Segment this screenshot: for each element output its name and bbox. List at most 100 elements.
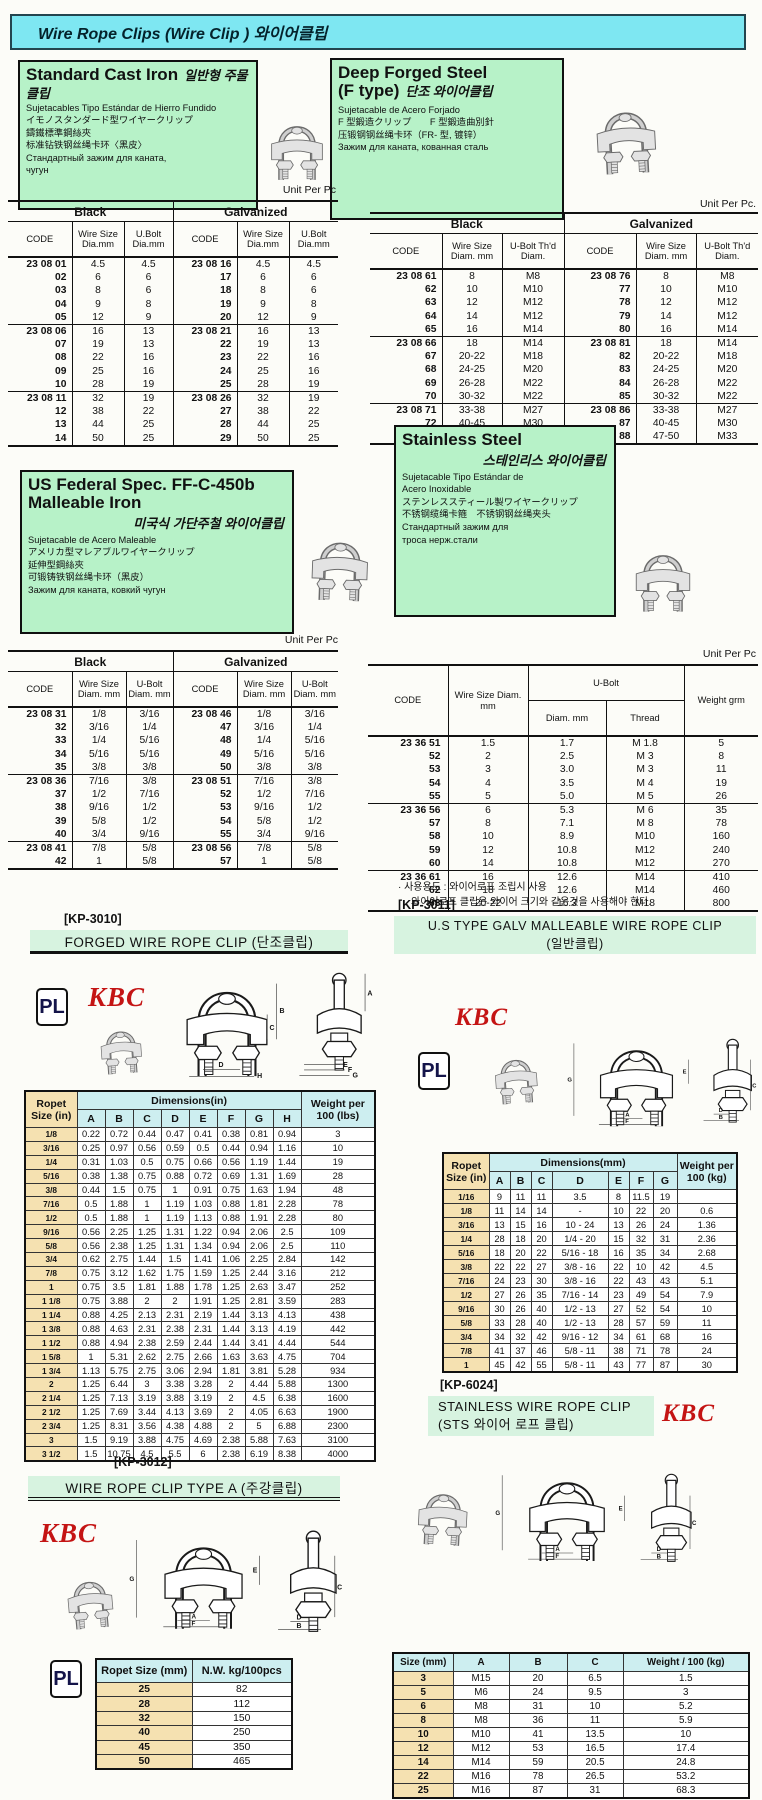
svg-text:D: D bbox=[657, 1547, 662, 1553]
table-cell: 55 bbox=[429, 790, 441, 802]
kp3010-label: [KP-3010] bbox=[64, 912, 122, 926]
table-row: 1 1/8 0.75 3.88 2 2 1.91 1.25 2.81 3.59 283 bbox=[24, 1293, 376, 1309]
table-row: 23 36 61 16 12.6 M14 410 bbox=[368, 869, 758, 885]
table-cell: 10.8 bbox=[527, 856, 606, 871]
table-row: 7/16 0.5 1.88 1 1.19 1.03 0.88 1.81 2.28 78 bbox=[24, 1196, 376, 1212]
table-cell: M12 bbox=[695, 296, 759, 310]
table-cell: 28 bbox=[300, 1168, 376, 1184]
table-cell: 8 bbox=[123, 297, 174, 311]
table-cell: 40-45 bbox=[635, 417, 697, 431]
table-cell: 0.25 bbox=[76, 1140, 106, 1156]
table-cell: 30 bbox=[676, 1357, 738, 1373]
table-cell: 54 bbox=[172, 814, 238, 828]
table-cell: 78 bbox=[508, 1769, 568, 1784]
table-cell: 1 bbox=[132, 1210, 162, 1226]
table-row: 62 10 M10 77 10 M10 bbox=[370, 283, 759, 297]
table-cell: 4.94 bbox=[104, 1335, 134, 1351]
table-cell: 3.59 bbox=[272, 1293, 302, 1309]
table-cell: 28 bbox=[172, 418, 238, 432]
table-cell: 2300 bbox=[300, 1418, 376, 1434]
svg-text:C: C bbox=[692, 1521, 697, 1527]
table-cell: 24-25 bbox=[635, 363, 697, 377]
table-cell: 0.88 bbox=[160, 1168, 190, 1184]
table-cell: 7.13 bbox=[104, 1390, 134, 1406]
table-cell: 5/16 bbox=[125, 734, 174, 748]
table-cell: M22 bbox=[501, 389, 565, 404]
table-cell: 80 bbox=[563, 322, 637, 337]
table-cell: 14 bbox=[530, 1203, 553, 1218]
table-cell: 150 bbox=[191, 1710, 293, 1727]
col-g: G bbox=[652, 1171, 678, 1190]
table-cell: 6.38 bbox=[272, 1390, 302, 1406]
table-cell: 7/16 bbox=[71, 773, 126, 789]
table-cell: 39 bbox=[55, 815, 67, 827]
table-cell: 5/16 bbox=[442, 1245, 490, 1260]
table-cell: 11 bbox=[509, 1189, 532, 1204]
table-cell: 1.25 bbox=[216, 1279, 246, 1295]
pl-logo: PL bbox=[36, 988, 68, 1026]
table-cell: 33 bbox=[55, 735, 67, 747]
table-cell: 0.94 bbox=[244, 1140, 274, 1156]
svg-text:C: C bbox=[269, 1025, 274, 1032]
table-cell: 0.94 bbox=[216, 1224, 246, 1240]
svg-text:B: B bbox=[719, 1115, 723, 1121]
table-cell: 19 bbox=[172, 297, 238, 311]
table-cell: 23 08 36 bbox=[8, 773, 72, 789]
table-cell: 1.44 bbox=[272, 1154, 302, 1170]
table-cell: 8 bbox=[392, 1713, 454, 1728]
table-cell: 23 08 56 bbox=[172, 840, 238, 856]
table-cell: 3100 bbox=[300, 1432, 376, 1448]
table-row: 50 465 bbox=[95, 1753, 293, 1770]
table-cell: 3.13 bbox=[244, 1321, 274, 1337]
table-cell: 40 bbox=[530, 1301, 553, 1316]
table-cell: 85 bbox=[563, 389, 637, 404]
table-cell: 1/8 bbox=[71, 706, 126, 722]
table-cell: 43 bbox=[628, 1273, 654, 1288]
table-cell: 53 bbox=[429, 764, 441, 776]
table-cell: 4.5 bbox=[676, 1259, 738, 1274]
table-cell: 24 bbox=[172, 364, 238, 378]
table-cell: 14 bbox=[392, 1755, 454, 1770]
kp3012-clip-photo bbox=[55, 1555, 126, 1642]
table-cell: 2.38 bbox=[132, 1335, 162, 1351]
table-cell: 19 bbox=[288, 377, 339, 392]
svg-text:C: C bbox=[752, 1084, 756, 1090]
table-cell: 3/16 bbox=[24, 1140, 78, 1156]
table-cell: 42 bbox=[652, 1259, 678, 1274]
table-cell: 6 bbox=[123, 284, 174, 298]
table-cell: 9/16 bbox=[71, 801, 126, 815]
col-b: B bbox=[104, 1109, 134, 1128]
table-cell: 0.88 bbox=[76, 1335, 106, 1351]
table-cell: 1/4 - 20 bbox=[551, 1231, 609, 1246]
table-cell: 2 bbox=[216, 1390, 246, 1406]
table-cell: 19 bbox=[71, 338, 124, 352]
table-cell: 1.91 bbox=[188, 1293, 218, 1309]
table-cell: 2.5 bbox=[527, 750, 606, 764]
table-row: 3/4 34 32 42 9/16 - 12 34 61 68 16 bbox=[442, 1329, 738, 1344]
svg-text:A: A bbox=[625, 1113, 630, 1119]
table-cell: 23 08 31 bbox=[8, 706, 72, 722]
table-cell: 10 bbox=[566, 1699, 624, 1714]
text-line: Стандартный зажим для bbox=[402, 522, 509, 533]
table-cell: 1.25 bbox=[132, 1224, 162, 1240]
kp6024-title: STAINLESS WIRE ROPE CLIP (STS 와이어 로프 클립) bbox=[428, 1396, 654, 1436]
table-cell: 41 bbox=[508, 1727, 568, 1742]
table-cell: 2.36 bbox=[676, 1231, 738, 1246]
product-descriptions: Sujetacable Tipo Estándar de Acero Inoxid… bbox=[402, 471, 608, 546]
table-cell: 5/8 - 11 bbox=[551, 1343, 609, 1358]
table-row: 62 18 12.6 M14 460 bbox=[368, 884, 758, 898]
table-row: 28 112 bbox=[95, 1696, 293, 1712]
table-row: 23 08 66 18 M14 23 08 81 18 M14 bbox=[370, 335, 759, 351]
table-cell: 0.5 bbox=[188, 1140, 218, 1156]
col-ubolt: U-Bolt Th'd Diam. bbox=[695, 233, 759, 270]
kp3011-label: [KP-3011] bbox=[398, 898, 455, 912]
text-line: 와이어로프 클립은 와이어 크기와 같은것을 사용해야 한다. bbox=[411, 897, 652, 908]
table-cell: 14 bbox=[447, 856, 528, 871]
table-row: 5/16 0.38 1.38 0.75 0.88 0.72 0.69 1.31 1.69 28 bbox=[24, 1168, 376, 1184]
table-cell: 3/4 bbox=[442, 1329, 490, 1344]
table-cell: 2.62 bbox=[132, 1349, 162, 1365]
svg-text:A: A bbox=[367, 991, 372, 998]
table-cell: 2.25 bbox=[104, 1224, 134, 1240]
kp3012-rows: 25 82 28 112 32 150 40 250 45 350 50 465 bbox=[95, 1681, 293, 1770]
table-cell: 283 bbox=[300, 1293, 376, 1309]
